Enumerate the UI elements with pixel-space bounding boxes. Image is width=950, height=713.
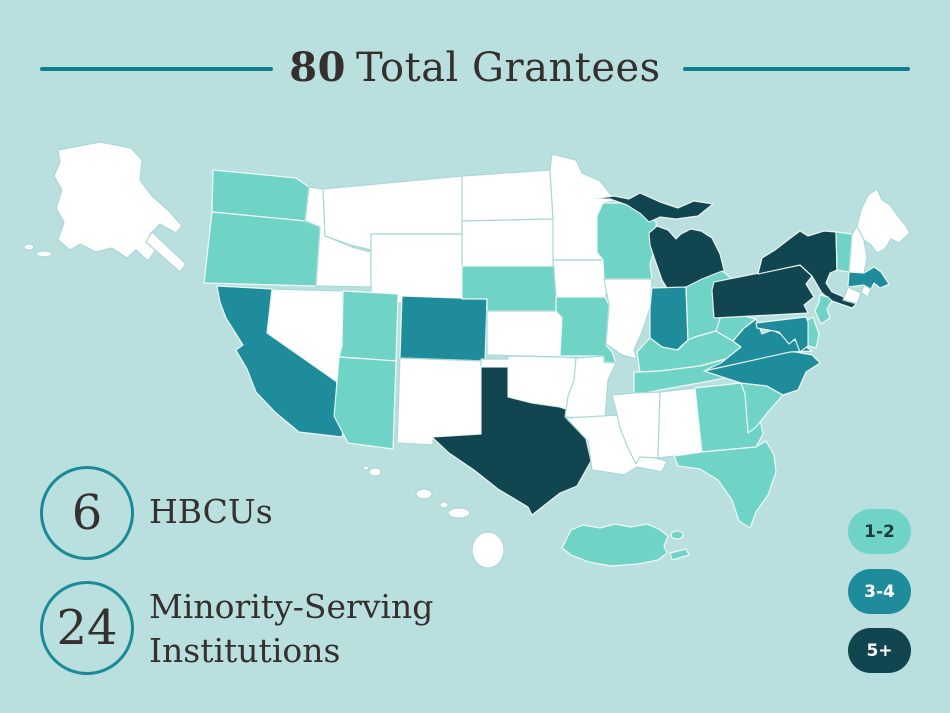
total-grantees-count: 80 bbox=[289, 44, 346, 91]
state-nd bbox=[461, 169, 554, 222]
state-hi-kauai bbox=[368, 467, 382, 477]
state-ar bbox=[564, 355, 617, 420]
state-hi-big-island bbox=[471, 531, 505, 569]
state-az bbox=[333, 356, 397, 450]
state-pr-islet bbox=[669, 548, 690, 561]
state-fl bbox=[673, 440, 777, 529]
state-co bbox=[399, 295, 488, 362]
state-sd bbox=[461, 218, 557, 267]
page-title: 80 Total Grantees bbox=[0, 44, 950, 91]
title-rule-left bbox=[40, 67, 273, 71]
state-in bbox=[649, 286, 689, 352]
state-me bbox=[856, 188, 911, 254]
state-mi-upper bbox=[591, 192, 714, 223]
state-hi-oahu bbox=[415, 488, 433, 500]
state-ms bbox=[611, 391, 661, 465]
msi-count-circle: 24 bbox=[40, 581, 134, 675]
state-wy bbox=[370, 233, 463, 304]
title-rule-right bbox=[683, 67, 910, 71]
legend-badge-3-4: 3-4 bbox=[848, 569, 911, 614]
state-ny bbox=[757, 230, 858, 309]
state-ca bbox=[216, 285, 345, 438]
hbcu-count: 6 bbox=[71, 485, 103, 541]
state-nj bbox=[814, 294, 833, 325]
state-nm bbox=[396, 357, 486, 446]
state-ut bbox=[338, 290, 399, 362]
state-pa bbox=[711, 264, 815, 319]
state-hi-niihau bbox=[362, 465, 370, 471]
legend-badge-1-2: 1-2 bbox=[848, 509, 911, 554]
state-ks bbox=[486, 310, 563, 358]
state-tx bbox=[431, 366, 592, 516]
state-ma bbox=[847, 266, 890, 290]
hbcu-label: HBCUs bbox=[149, 492, 273, 531]
state-ak-aleutians bbox=[23, 243, 35, 251]
state-or bbox=[203, 211, 321, 287]
state-ak bbox=[53, 141, 183, 262]
state-hi-maui bbox=[447, 507, 471, 519]
state-ak-aleutians bbox=[35, 250, 53, 258]
state-md bbox=[755, 316, 809, 353]
hbcu-count-circle: 6 bbox=[40, 466, 134, 560]
state-pr bbox=[561, 523, 669, 567]
map-states bbox=[23, 141, 911, 569]
state-hi-molokai bbox=[439, 501, 449, 509]
legend-badge-5plus: 5+ bbox=[848, 628, 911, 673]
state-mi-lower bbox=[648, 225, 725, 294]
state-pr-islet bbox=[670, 530, 684, 540]
state-ct bbox=[842, 286, 862, 305]
msi-label: Minority-Serving Institutions bbox=[149, 587, 434, 670]
msi-count: 24 bbox=[56, 600, 118, 656]
total-grantees-label: Total Grantees bbox=[355, 45, 661, 91]
state-nc bbox=[703, 350, 821, 396]
state-ak-panhandle bbox=[145, 231, 187, 273]
state-ri bbox=[860, 284, 872, 298]
